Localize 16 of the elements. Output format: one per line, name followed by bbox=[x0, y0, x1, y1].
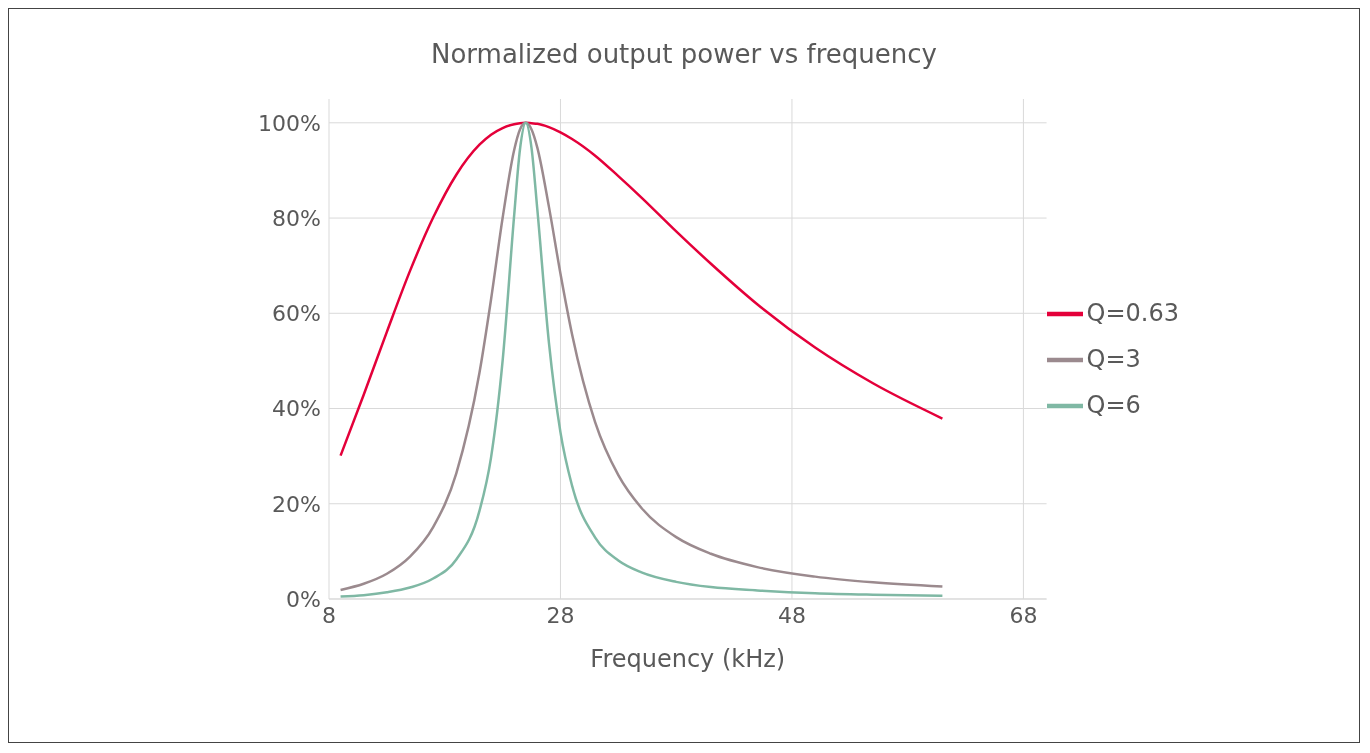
line-series bbox=[339, 121, 944, 457]
x-tick-label: 48 bbox=[777, 602, 806, 628]
y-tick-label: 100% bbox=[258, 110, 321, 136]
y-tick-label: 20% bbox=[272, 491, 321, 517]
x-axis-title: Frequency (kHz) bbox=[590, 645, 786, 673]
chart-title: Normalized output power vs frequency bbox=[430, 39, 938, 69]
x-tick-label: 8 bbox=[322, 602, 336, 628]
legend-label: Q=3 bbox=[1086, 345, 1141, 373]
x-tick-label: 28 bbox=[546, 602, 575, 628]
y-tick-label: 40% bbox=[272, 396, 321, 422]
y-tick-label: 80% bbox=[272, 205, 321, 231]
x-tick-label: 68 bbox=[1009, 602, 1038, 628]
y-tick-label: 60% bbox=[272, 301, 321, 327]
legend-label: Q=6 bbox=[1086, 391, 1141, 419]
y-tick-label: 0% bbox=[286, 586, 321, 612]
legend-label: Q=0.63 bbox=[1086, 299, 1179, 327]
